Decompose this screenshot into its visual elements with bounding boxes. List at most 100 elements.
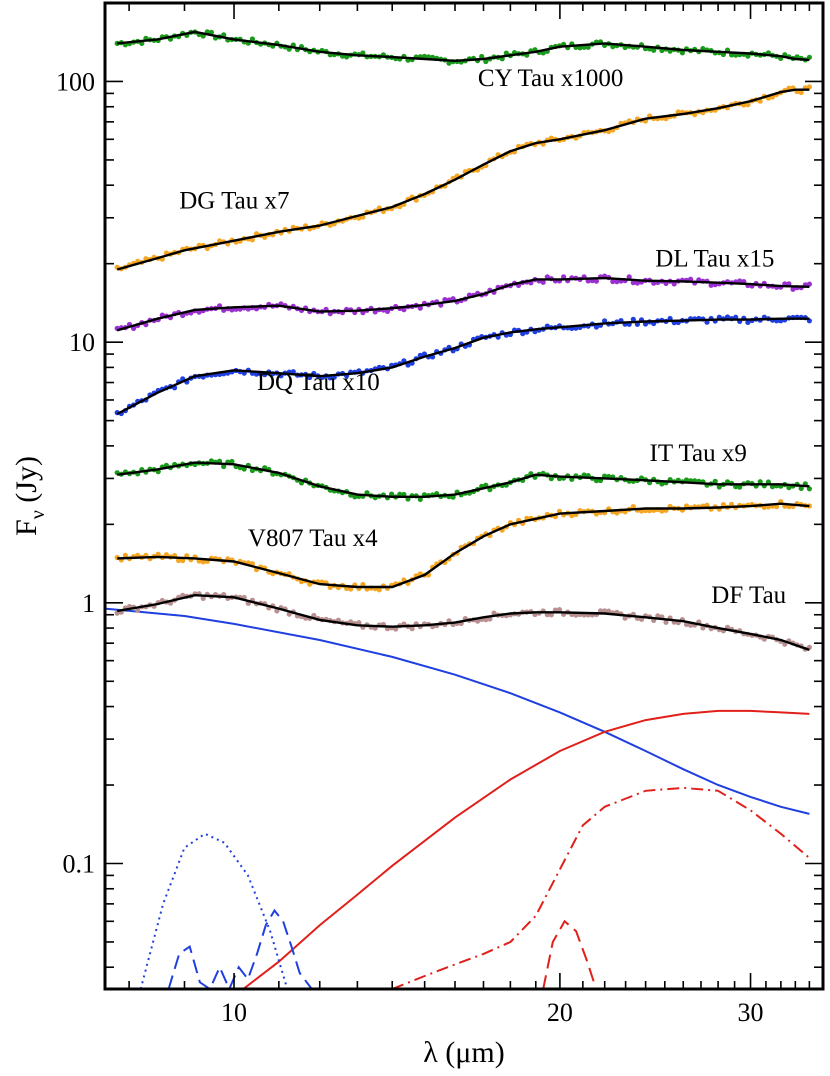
dg-tau-x7-model-line bbox=[116, 88, 810, 271]
dg-tau-x7-point bbox=[798, 89, 804, 96]
v807-tau-x4-point bbox=[614, 510, 620, 516]
y-tick-label: 1 bbox=[82, 589, 95, 618]
it-tau-x9-point bbox=[806, 486, 813, 492]
cy-tau-x1000-point bbox=[446, 60, 452, 66]
it-tau-x9-point bbox=[798, 485, 804, 491]
v807-tau-x4-point bbox=[704, 502, 710, 508]
df-tau-point bbox=[475, 618, 481, 624]
v807-tau-x4-point bbox=[630, 504, 636, 510]
it-tau-x9-point bbox=[712, 478, 718, 484]
v807-tau-x4-point bbox=[569, 513, 575, 519]
dg-tau-x7-point bbox=[806, 84, 813, 90]
dg-tau-x7-series bbox=[114, 84, 813, 272]
cy-tau-x1000-series bbox=[114, 29, 813, 66]
dg-tau-x7-point bbox=[745, 102, 751, 108]
df-tau-point bbox=[606, 608, 612, 614]
v807-tau-x4-label: V807 Tau x4 bbox=[248, 525, 378, 552]
df-tau-point bbox=[602, 608, 608, 614]
df-tau-point bbox=[663, 619, 669, 625]
dl-tau-x15-point bbox=[671, 281, 677, 287]
dl-tau-x15-point bbox=[614, 279, 620, 285]
cy-tau-x1000-point bbox=[651, 47, 657, 53]
v807-tau-x4-point bbox=[163, 552, 169, 558]
x-tick-label: 20 bbox=[547, 998, 573, 1027]
cy-tau-x1000-point bbox=[421, 53, 427, 59]
red-solid-component-line bbox=[242, 709, 810, 990]
cy-tau-x1000-point bbox=[483, 58, 489, 65]
dl-tau-x15-point bbox=[544, 274, 550, 280]
cy-tau-x1000-point bbox=[806, 54, 813, 60]
it-tau-x9-series bbox=[114, 458, 813, 502]
dq-tau-x10-point bbox=[724, 314, 731, 320]
it-tau-x9-point bbox=[487, 487, 493, 493]
plot-frame bbox=[103, 1, 825, 991]
df-tau-point bbox=[491, 610, 497, 616]
dl-tau-x15-label: DL Tau x15 bbox=[655, 246, 774, 273]
dl-tau-x15-point bbox=[626, 274, 632, 280]
cy-tau-x1000-point bbox=[479, 53, 485, 60]
cy-tau-x1000-point bbox=[585, 44, 591, 50]
df-tau-model-line bbox=[116, 593, 810, 652]
df-tau-point bbox=[409, 626, 415, 632]
cy-tau-x1000-point bbox=[745, 53, 751, 59]
v807-tau-x4-point bbox=[376, 587, 382, 593]
blue-dashed-component-line bbox=[167, 908, 313, 992]
dq-tau-x10-point bbox=[745, 319, 751, 325]
dg-tau-x7-label: DG Tau x7 bbox=[179, 188, 289, 215]
it-tau-x9-point bbox=[581, 472, 587, 478]
dl-tau-x15-point bbox=[384, 308, 391, 314]
y-axis-title: Fν (Jy) bbox=[10, 456, 49, 536]
dl-tau-x15-point bbox=[401, 307, 407, 313]
it-tau-x9-point bbox=[221, 463, 227, 470]
v807-tau-x4-series bbox=[114, 499, 813, 593]
it-tau-x9-point bbox=[229, 458, 235, 465]
it-tau-x9-point bbox=[548, 476, 554, 482]
df-tau-point bbox=[556, 607, 563, 613]
dl-tau-x15-point bbox=[806, 281, 813, 287]
dl-tau-x15-point bbox=[634, 280, 641, 286]
model-components bbox=[104, 607, 811, 992]
it-tau-x9-point bbox=[716, 484, 722, 490]
it-tau-x9-point bbox=[389, 491, 395, 497]
v807-tau-x4-point bbox=[122, 552, 128, 559]
blue-solid-component-line bbox=[104, 607, 810, 815]
observed-spectra bbox=[114, 29, 813, 652]
dl-tau-x15-point bbox=[737, 278, 743, 284]
cy-tau-x1000-point bbox=[249, 36, 255, 42]
y-tick-label: 100 bbox=[56, 68, 95, 97]
it-tau-x9-point bbox=[786, 485, 792, 491]
dq-tau-x10-point bbox=[593, 324, 600, 330]
df-tau-point bbox=[135, 607, 141, 613]
x-tick-label: 10 bbox=[221, 998, 247, 1027]
dq-tau-x10-model-line bbox=[116, 317, 810, 416]
dl-tau-x15-point bbox=[593, 278, 600, 284]
red-dashed-component-line bbox=[542, 919, 598, 990]
y-tick-label: 10 bbox=[69, 328, 95, 357]
red-dash-dot-component-line bbox=[391, 786, 811, 990]
dq-tau-x10-series bbox=[114, 314, 813, 417]
v807-tau-x4-point bbox=[200, 559, 206, 565]
dl-tau-x15-point bbox=[610, 278, 616, 285]
dq-tau-x10-label: DQ Tau x10 bbox=[257, 369, 380, 396]
df-tau-point bbox=[622, 615, 628, 621]
dl-tau-x15-point bbox=[417, 305, 423, 311]
dl-tau-x15-point bbox=[540, 279, 546, 285]
it-tau-x9-model-line bbox=[117, 461, 810, 498]
df-tau-point bbox=[700, 625, 706, 631]
cy-tau-x1000-point bbox=[503, 50, 509, 56]
y-tick-label: 0.1 bbox=[63, 850, 96, 879]
df-tau-point bbox=[200, 595, 206, 602]
dl-tau-x15-point bbox=[708, 282, 714, 288]
x-axis-title: λ (μm) bbox=[423, 1036, 504, 1069]
df-tau-label: DF Tau bbox=[711, 582, 786, 609]
v807-tau-x4-point bbox=[155, 551, 161, 557]
v807-tau-x4-point bbox=[720, 502, 727, 508]
axis-ticks: 10 20 30 0.1 1 10 100 bbox=[56, 2, 824, 1027]
v807-tau-x4-model-line bbox=[117, 502, 810, 589]
cy-tau-x1000-point bbox=[360, 50, 366, 56]
it-tau-x9-point bbox=[757, 479, 763, 485]
x-tick-label: 30 bbox=[738, 998, 764, 1027]
v807-tau-x4-point bbox=[176, 557, 182, 564]
dl-tau-x15-series bbox=[114, 273, 813, 332]
